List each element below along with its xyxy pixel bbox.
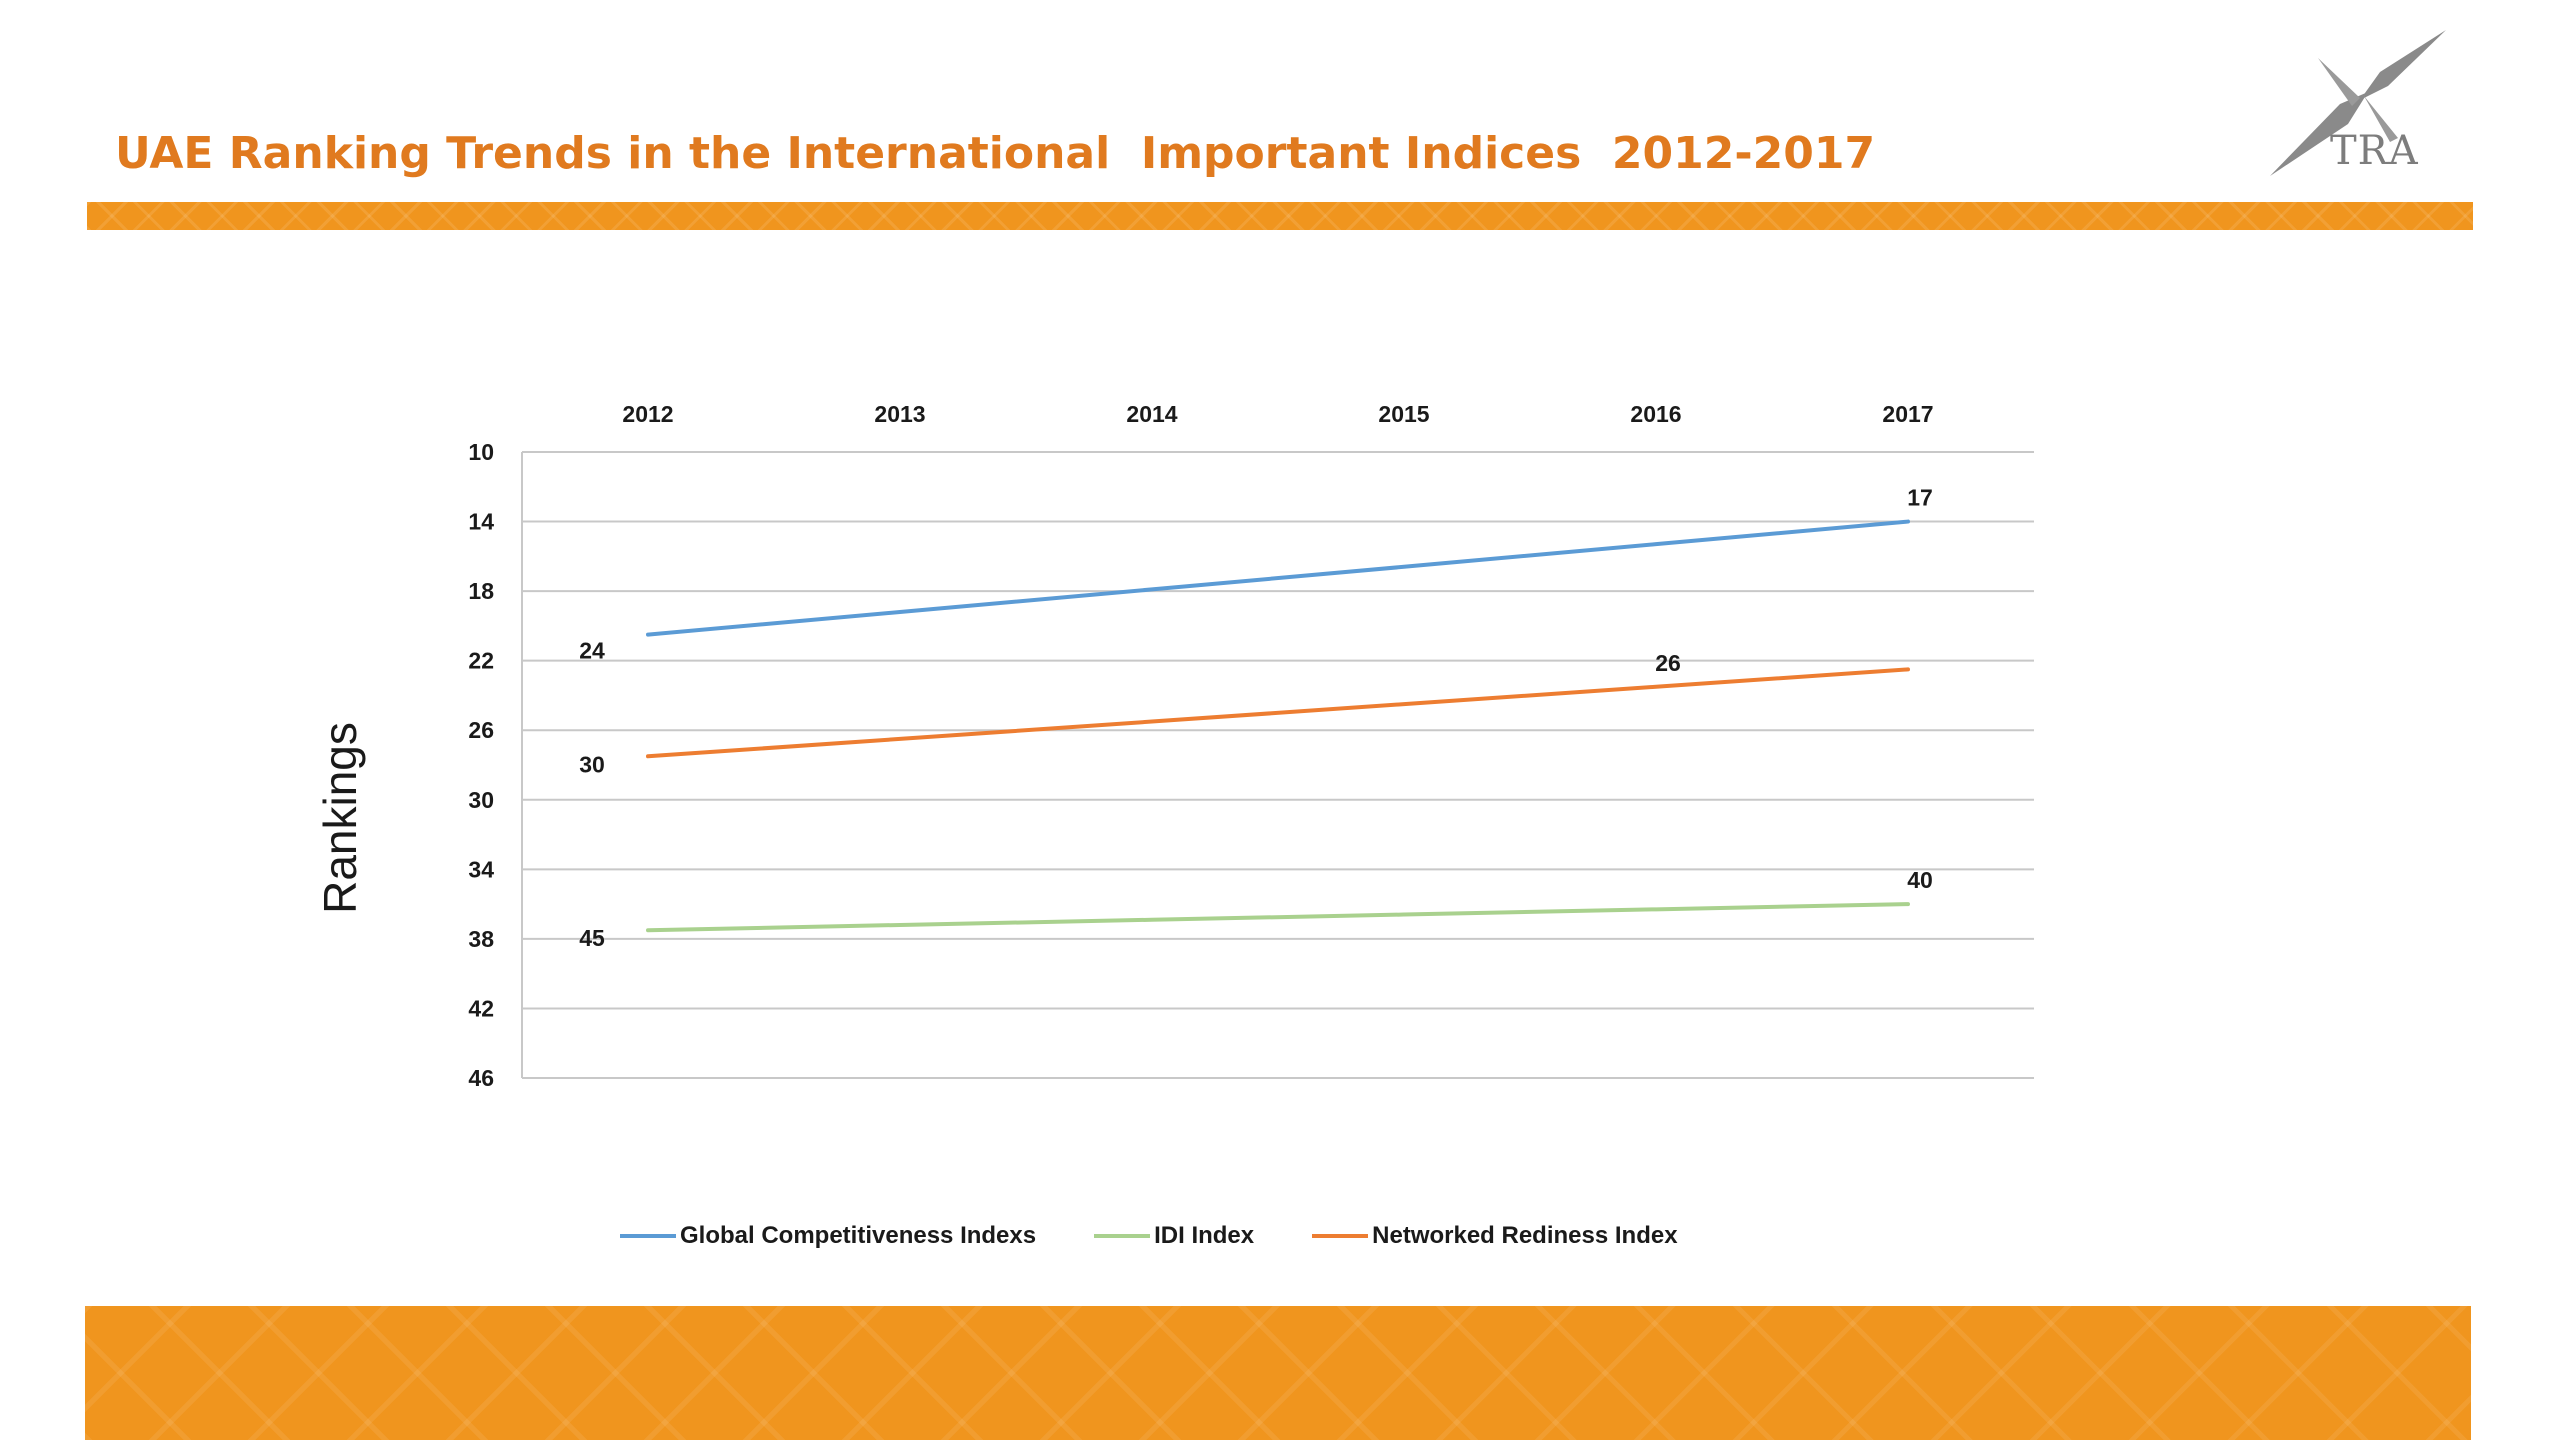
data-label: 30 [579,751,605,777]
y-tick-label: 46 [468,1065,494,1091]
legend-swatch [1312,1234,1369,1238]
y-tick-label: 10 [468,439,494,465]
y-tick-label: 22 [468,648,494,674]
x-tick-label: 2014 [1126,401,1177,427]
x-tick-label: 2016 [1630,401,1681,427]
x-tick-label: 2015 [1378,401,1429,427]
chart-legend: Global Competitiveness Indexs IDI Index Ne… [620,1222,1678,1250]
header-band [87,202,2473,230]
legend-item: IDI Index [1094,1222,1254,1250]
data-label: 40 [1907,867,1933,893]
x-tick-label: 2012 [622,401,673,427]
series-line-0 [646,519,1910,637]
legend-label: IDI Index [1154,1222,1255,1249]
legend-item: Networked Rediness Index [1312,1222,1678,1250]
tra-logo-icon [2270,30,2446,176]
series-line-2 [646,667,1910,759]
y-tick-label: 14 [468,509,494,535]
y-tick-label: 34 [468,856,494,882]
data-label: 26 [1655,650,1681,676]
footer-band [85,1306,2471,1440]
legend-label: Networked Rediness Index [1372,1222,1678,1249]
y-tick-label: 30 [468,787,494,813]
data-label: 24 [579,638,605,664]
data-label: 45 [579,925,605,951]
legend-swatch [1094,1234,1151,1238]
y-axis-title: Rankings [314,722,366,914]
y-tick-label: 38 [468,926,494,952]
logo-text: TRA [2330,128,2419,174]
legend-item: Global Competitiveness Indexs [620,1222,1036,1250]
line-chart: 10 14 18 22 26 30 34 38 42 46 2012 2013 2014 2015 2016… [314,401,2034,1091]
y-tick-label: 18 [468,578,494,604]
legend-swatch [620,1234,676,1238]
y-tick-label: 42 [468,995,494,1021]
x-tick-label: 2013 [874,401,925,427]
series-line-1 [646,902,1910,933]
legend-label: Global Competitiveness Indexs [680,1222,1037,1249]
y-tick-label: 26 [468,717,494,743]
x-tick-label: 2017 [1882,401,1933,427]
slide-title: UAE Ranking Trends in the International … [115,128,1876,179]
data-label: 17 [1907,485,1933,511]
